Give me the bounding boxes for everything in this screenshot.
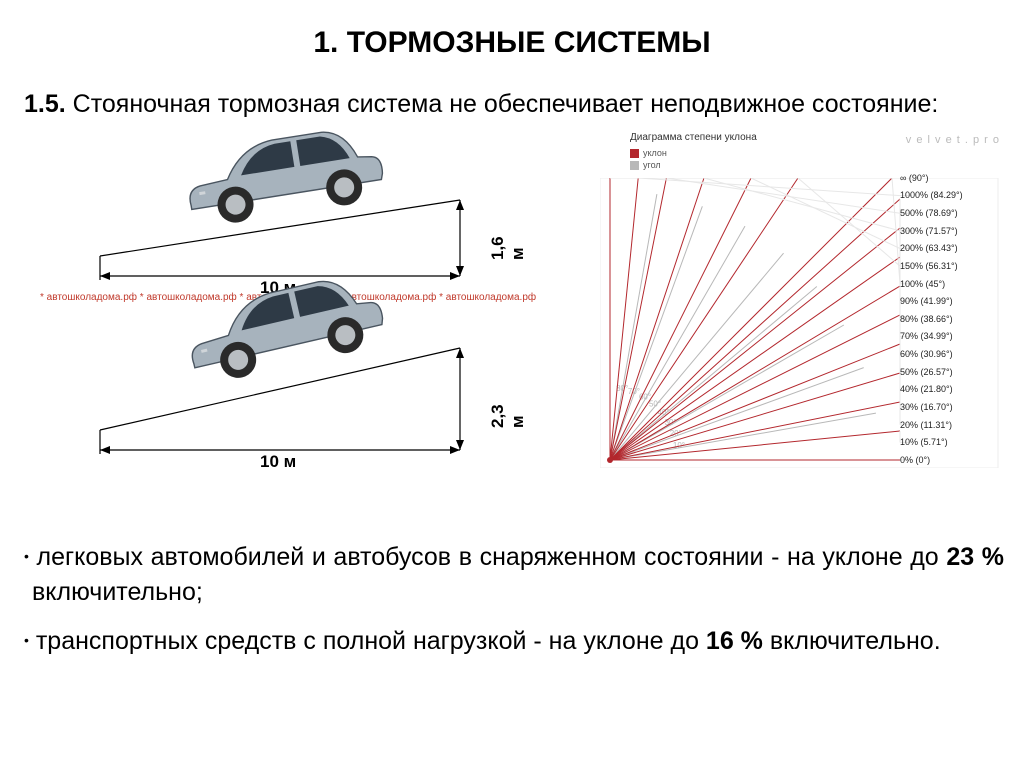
bullet-list: • легковых автомобилей и автобусов в сна… xyxy=(24,540,1004,673)
slope-diagrams: 10 м 1,6 м * автошколадома.рф * автошкол… xyxy=(80,130,520,460)
fan-chart-title: Диаграмма степени уклона xyxy=(630,132,757,143)
fan-label: 70% (34.99°) xyxy=(900,331,953,341)
fan-label: 10% (5.71°) xyxy=(900,437,948,447)
legend-swatch xyxy=(630,149,639,158)
svg-text:60°: 60° xyxy=(639,392,651,401)
legend-label: уклон xyxy=(643,148,667,158)
height-dimension-2: 2,3 м xyxy=(488,404,528,428)
slope-diagram-1: 10 м 1,6 м xyxy=(80,130,500,290)
bullet-dot: • xyxy=(24,548,29,564)
fan-label: 40% (21.80°) xyxy=(900,384,953,394)
fan-label: 500% (78.69°) xyxy=(900,208,958,218)
intro-number: 1.5. xyxy=(24,90,66,118)
legend-swatch xyxy=(630,161,639,170)
fan-label: 100% (45°) xyxy=(900,279,945,289)
slope-diagram-2: 10 м 2,3 м xyxy=(80,300,500,460)
fan-label: 90% (41.99°) xyxy=(900,296,953,306)
bullet-1-post: включительно; xyxy=(32,578,203,606)
bullet-2: • транспортных средств с полной нагрузко… xyxy=(24,624,1004,659)
slope-fan-chart: Диаграмма степени уклона уклон угол v e l… xyxy=(560,130,1010,470)
bullet-2-pre: транспортных средств с полной нагрузкой … xyxy=(36,627,706,655)
figures-row: 10 м 1,6 м * автошколадома.рф * автошкол… xyxy=(0,130,1024,480)
fan-label: 200% (63.43°) xyxy=(900,243,958,253)
fan-label: 300% (71.57°) xyxy=(900,226,958,236)
base-dimension-2: 10 м xyxy=(260,452,296,472)
legend-item: уклон xyxy=(630,148,667,158)
bullet-2-pct: 16 % xyxy=(706,627,763,655)
fan-label: 60% (30.96°) xyxy=(900,349,953,359)
bullet-1-pct: 23 % xyxy=(946,543,1004,571)
fan-chart-brand: v e l v e t . p r o xyxy=(906,134,1000,146)
bullet-1: • легковых автомобилей и автобусов в сна… xyxy=(24,540,1004,610)
fan-label: 50% (26.57°) xyxy=(900,367,953,377)
legend-item: угол xyxy=(630,160,667,170)
height-dimension-1: 1,6 м xyxy=(488,236,528,260)
bullet-1-pre: легковых автомобилей и автобусов в снаря… xyxy=(37,543,947,571)
fan-label: 1000% (84.29°) xyxy=(900,190,963,200)
fan-label: 150% (56.31°) xyxy=(900,261,958,271)
fan-label: 80% (38.66°) xyxy=(900,314,953,324)
intro-text: Стояночная тормозная система не обеспечи… xyxy=(73,90,939,118)
bullet-2-post: включительно. xyxy=(763,627,941,655)
intro-paragraph: 1.5. Стояночная тормозная система не обе… xyxy=(0,60,1024,122)
fan-chart-legend: уклон угол xyxy=(630,148,667,172)
legend-label: угол xyxy=(643,160,661,170)
bullet-dot: • xyxy=(24,632,29,648)
fan-label: 30% (16.70°) xyxy=(900,402,953,412)
fan-label: ∞ (90°) xyxy=(900,173,929,183)
fan-label: 0% (0°) xyxy=(900,455,930,465)
fan-label: 20% (11.31°) xyxy=(900,420,952,430)
page-title: 1. ТОРМОЗНЫЕ СИСТЕМЫ xyxy=(0,0,1024,60)
